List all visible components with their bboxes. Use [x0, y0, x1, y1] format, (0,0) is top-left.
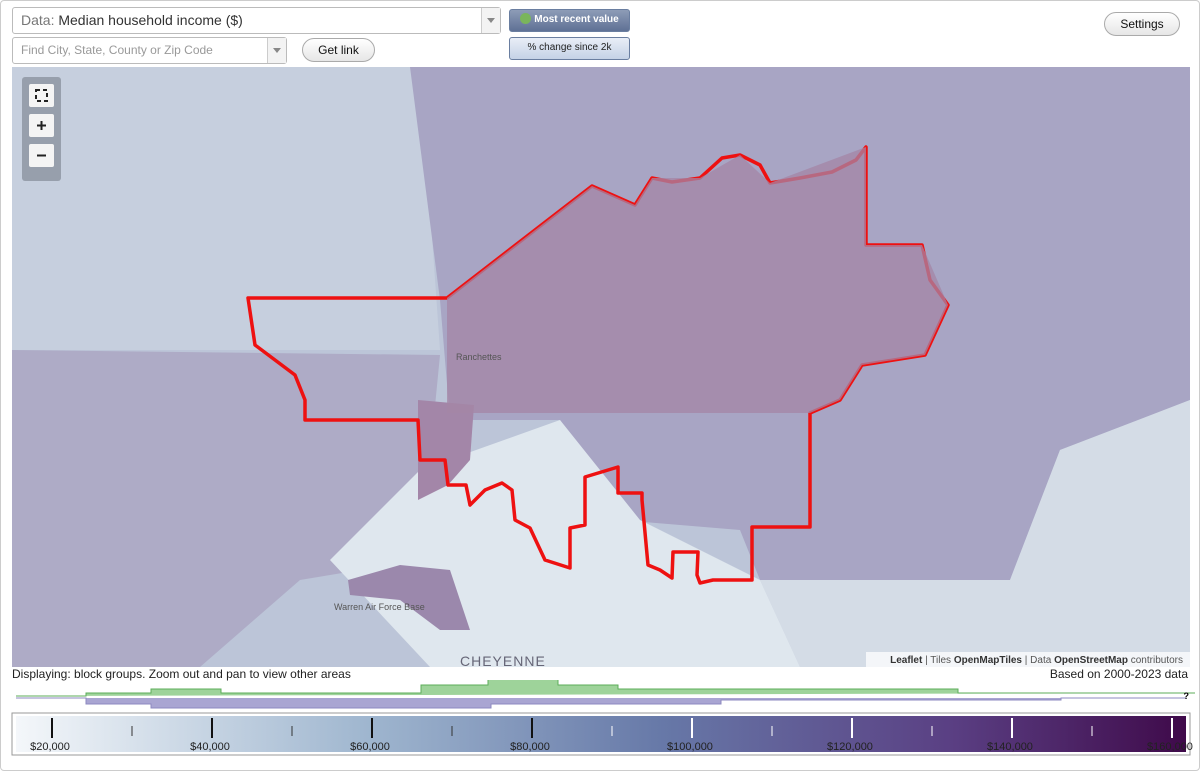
histogram-purple: [16, 697, 1186, 709]
legend-label: $60,000: [350, 741, 390, 753]
attr-text: | Data: [1025, 655, 1052, 666]
toggle-label: % change since 2k: [527, 42, 612, 53]
region: [348, 565, 470, 630]
legend: ? $20,000 $40,000 $60,000 $80,000 $100,000 $1…: [11, 680, 1195, 756]
button-label: Settings: [1120, 17, 1164, 31]
legend-label: $160,000: [1147, 741, 1193, 753]
dropdown-arrow: [481, 8, 500, 33]
attr-text: | Tiles: [925, 655, 951, 666]
region: [12, 67, 440, 350]
boundary-outline: [246, 145, 950, 585]
button-label: Get link: [318, 43, 359, 57]
histogram-green: [16, 680, 1195, 697]
dropdown-arrow: [267, 38, 286, 63]
get-link-button[interactable]: Get link: [302, 38, 375, 62]
map[interactable]: Ranchettes Warren Air Force Base CHEYENN…: [12, 67, 1190, 667]
legend-label: $20,000: [30, 741, 70, 753]
toggle-label: Most recent value: [534, 14, 619, 25]
highlighted-area: [447, 147, 948, 413]
attr-link[interactable]: OpenMapTiles: [954, 655, 1023, 666]
fullscreen-icon: [35, 89, 48, 102]
place-label: Ranchettes: [456, 352, 502, 362]
change-toggle[interactable]: % change since 2k: [509, 37, 630, 60]
plus-icon: [37, 121, 46, 130]
place-label: Warren Air Force Base: [334, 602, 425, 612]
city-label: CHEYENNE: [460, 653, 546, 667]
attribution: Leaflet | Tiles OpenMapTiles | Data Open…: [890, 655, 1183, 666]
data-selection: Median household income ($): [58, 12, 243, 28]
attribution-bg: [866, 652, 1190, 667]
legend-label: $100,000: [667, 741, 713, 753]
data-select[interactable]: Data: Median household income ($): [12, 7, 501, 34]
search-placeholder: Find City, State, County or Zip Code: [21, 43, 213, 57]
help-icon[interactable]: ?: [1184, 691, 1190, 701]
legend-label: $80,000: [510, 741, 550, 753]
region: [418, 400, 474, 500]
fullscreen-button[interactable]: [29, 84, 54, 107]
legend-label: $140,000: [987, 741, 1033, 753]
attr-link[interactable]: Leaflet: [890, 655, 923, 666]
attr-text: contributors: [1131, 655, 1183, 666]
most-recent-toggle[interactable]: Most recent value: [509, 9, 630, 32]
region: [12, 350, 440, 667]
displaying-note: Displaying: block groups. Zoom out and p…: [12, 667, 351, 681]
search-box[interactable]: Find City, State, County or Zip Code: [12, 37, 287, 64]
legend-label: $40,000: [190, 741, 230, 753]
legend-label: $120,000: [827, 741, 873, 753]
attr-link[interactable]: OpenStreetMap: [1054, 655, 1128, 666]
data-prefix: Data:: [21, 12, 55, 28]
check-icon: [520, 13, 532, 24]
settings-button[interactable]: Settings: [1104, 12, 1180, 36]
data-range-note: Based on 2000-2023 data: [1049, 667, 1188, 681]
region: [760, 400, 1190, 667]
